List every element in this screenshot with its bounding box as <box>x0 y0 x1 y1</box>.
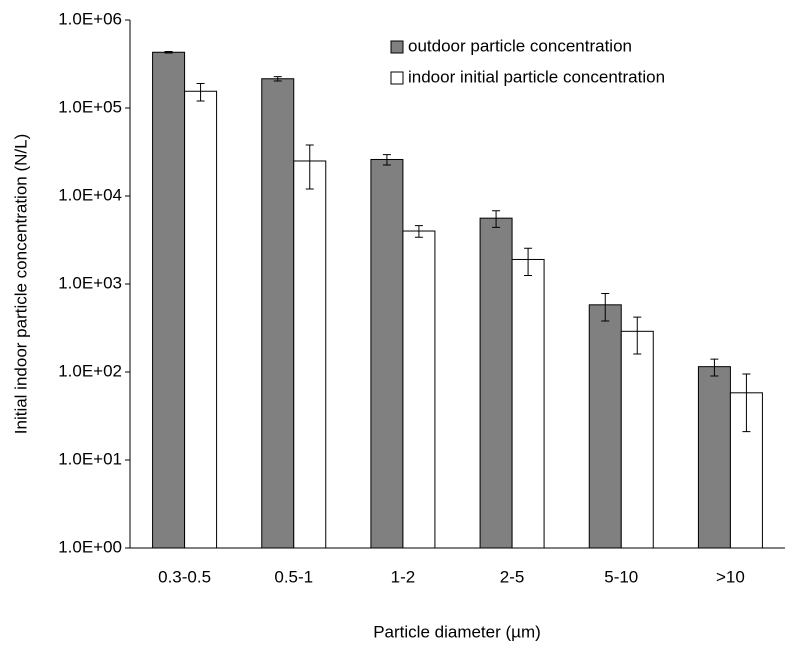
bar <box>511 258 545 549</box>
x-tick-label: 5-10 <box>604 567 638 586</box>
error-bar <box>742 373 751 433</box>
error-bar <box>492 210 501 228</box>
error-bar <box>633 316 642 355</box>
x-tick-label: 1-2 <box>391 567 416 586</box>
error-bar <box>524 247 533 276</box>
legend-swatch <box>390 71 404 85</box>
x-tick-label: 0.5-1 <box>274 567 313 586</box>
error-bar <box>382 154 391 166</box>
bar <box>152 51 186 549</box>
bar <box>620 330 654 549</box>
x-tick-label: >10 <box>716 567 745 586</box>
y-axis-title: Initial indoor particle concentration (N… <box>11 134 30 434</box>
y-tick-label: 1.0E+00 <box>58 537 122 556</box>
error-bar <box>196 82 205 102</box>
y-tick-label: 1.0E+06 <box>58 9 122 28</box>
y-tick-label: 1.0E+01 <box>58 449 122 468</box>
legend-label: indoor initial particle concentration <box>408 67 665 86</box>
legend-label: outdoor particle concentration <box>408 36 632 55</box>
y-tick-label: 1.0E+04 <box>58 185 122 204</box>
error-bar <box>305 144 314 190</box>
error-bar <box>710 358 719 377</box>
bar <box>370 158 404 549</box>
x-tick-label: 0.3-0.5 <box>158 567 211 586</box>
bar <box>402 230 436 549</box>
y-tick-label: 1.0E+03 <box>58 273 122 292</box>
error-bar <box>164 51 173 54</box>
bar <box>479 217 513 549</box>
bar <box>184 90 218 549</box>
bar <box>697 366 731 549</box>
x-tick-label: 2-5 <box>500 567 525 586</box>
error-bar <box>601 292 610 322</box>
bar <box>588 304 622 549</box>
legend-swatch <box>390 40 404 54</box>
y-tick-label: 1.0E+05 <box>58 97 122 116</box>
x-axis-title: Particle diameter (µm) <box>373 622 541 641</box>
y-tick-label: 1.0E+02 <box>58 361 122 380</box>
bar <box>261 78 295 549</box>
error-bar <box>414 225 423 238</box>
error-bar <box>273 76 282 82</box>
bar <box>293 160 327 549</box>
